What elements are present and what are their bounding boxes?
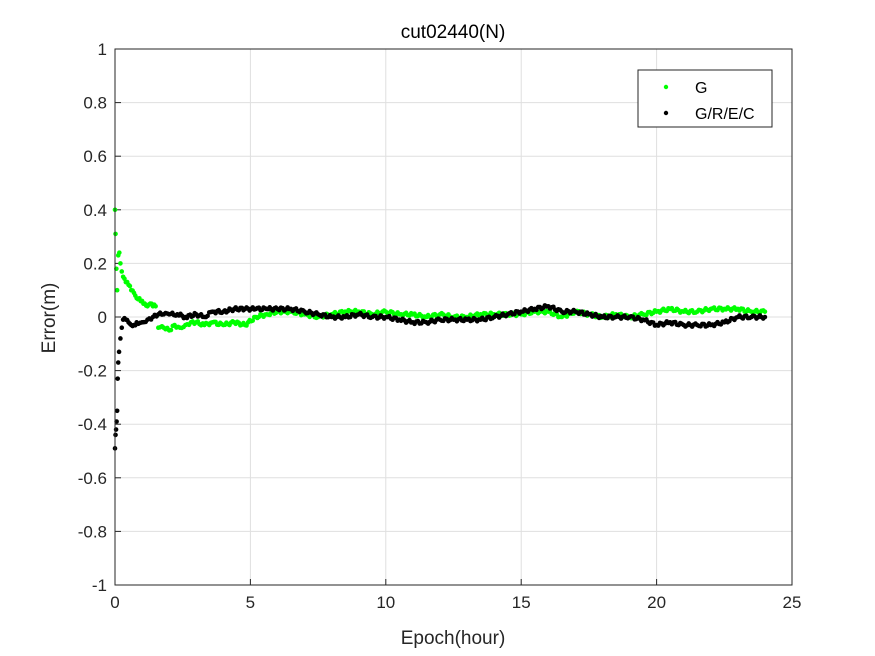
data-point bbox=[115, 376, 121, 381]
data-point bbox=[153, 303, 158, 309]
y-axis-title: Error(m) bbox=[39, 283, 60, 354]
y-tick-label: 0.2 bbox=[83, 254, 107, 273]
y-tick-label: 0.6 bbox=[83, 147, 107, 166]
series-layer bbox=[112, 207, 768, 451]
x-tick-label: 15 bbox=[512, 593, 531, 612]
y-tick-label: 0.8 bbox=[83, 94, 107, 113]
data-point bbox=[762, 314, 768, 320]
data-point bbox=[114, 287, 120, 293]
x-axis-title: Epoch(hour) bbox=[401, 628, 506, 649]
data-point bbox=[118, 261, 123, 266]
y-tick-label: 1 bbox=[98, 40, 107, 59]
x-tick-label: 20 bbox=[647, 593, 666, 612]
data-point bbox=[762, 309, 768, 314]
data-point bbox=[114, 408, 120, 414]
data-point bbox=[113, 427, 119, 432]
data-point bbox=[115, 360, 121, 365]
plot-frame bbox=[114, 48, 793, 586]
x-tick-label: 0 bbox=[110, 593, 119, 612]
data-point bbox=[113, 231, 118, 237]
y-tick-label: -0.6 bbox=[78, 469, 107, 488]
x-tick-label: 25 bbox=[783, 593, 802, 612]
y-tick-label: 0 bbox=[98, 308, 107, 327]
chart-title: cut02440(N) bbox=[401, 22, 506, 43]
x-tick-label: 10 bbox=[376, 593, 395, 612]
data-point bbox=[116, 349, 122, 355]
y-tick-label: -0.2 bbox=[78, 362, 107, 381]
y-tick-label: -0.4 bbox=[78, 415, 107, 434]
data-point bbox=[168, 327, 174, 333]
legend-box bbox=[637, 69, 773, 128]
y-tick-label: 0.4 bbox=[83, 201, 107, 220]
legend-marker-grec bbox=[663, 110, 669, 116]
data-point bbox=[119, 325, 125, 331]
x-tick-label: 5 bbox=[246, 593, 255, 612]
data-point bbox=[117, 250, 122, 255]
data-point bbox=[250, 318, 256, 323]
y-tick-label: -1 bbox=[92, 576, 107, 595]
data-point bbox=[113, 432, 118, 438]
data-point bbox=[127, 283, 133, 289]
series-0 bbox=[112, 207, 768, 333]
legend-label-g: G bbox=[695, 80, 707, 97]
data-point bbox=[119, 269, 125, 274]
data-point bbox=[118, 336, 123, 341]
tick-labels: 0 5 10 15 20 25 -1 -0.8 -0.6 -0.4 -0.2 0 0.2 0.4 0.6 0.… bbox=[78, 40, 802, 612]
data-point bbox=[205, 313, 210, 319]
y-tick-label: -0.8 bbox=[78, 522, 107, 541]
legend: G G/R/E/C bbox=[637, 69, 773, 128]
legend-marker-g bbox=[663, 84, 669, 90]
legend-label-grec: G/R/E/C bbox=[695, 106, 755, 123]
